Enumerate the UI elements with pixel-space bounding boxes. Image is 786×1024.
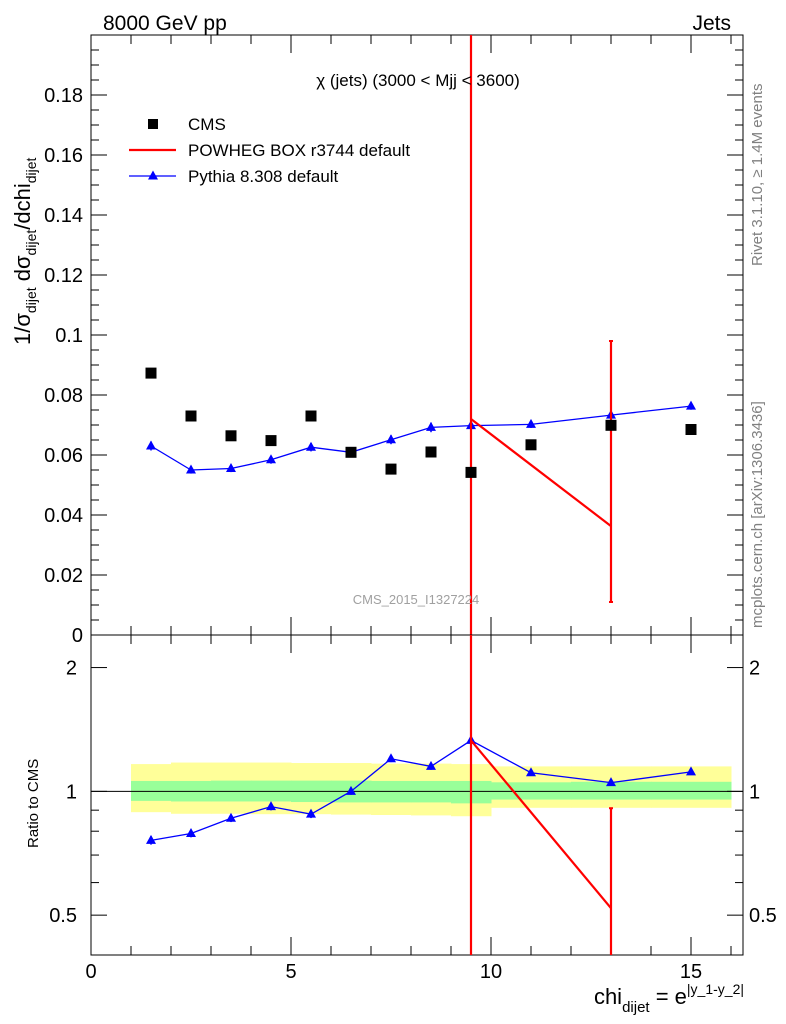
top-panel: 0 0.02 0.04 0.06 0.08 0.1 0.12 0.14 0.16 0.18 CMS P… — [44, 34, 744, 647]
ratio-y-axis-label: Ratio to CMS — [25, 759, 42, 848]
pythia-point — [146, 440, 156, 450]
legend-label: CMS — [188, 115, 226, 134]
ratio-panel: 0 5 10 15 0.5 0.5 1 1 2 2 — [49, 634, 777, 983]
legend-cms-marker — [148, 119, 158, 129]
pythia-point — [426, 421, 436, 431]
ratio-pythia-point — [306, 808, 316, 818]
y-tick-label: 0.04 — [44, 505, 83, 527]
y-tick-label: 0.08 — [44, 385, 83, 407]
y-tick-label: 0 — [72, 625, 83, 647]
cms-point — [305, 410, 317, 422]
cms-point — [465, 466, 477, 478]
plot-title: χ (jets) (3000 < Mjj < 3600) — [316, 71, 520, 90]
header-right: Jets — [692, 12, 731, 35]
ratio-pythia-point — [266, 801, 276, 811]
cms-point — [385, 463, 397, 475]
ratio-y-tick-label: 0.5 — [49, 905, 77, 927]
pythia-line — [150, 405, 692, 471]
ratio-pythia-point — [226, 812, 236, 822]
ratio-pythia-point — [526, 767, 536, 777]
cms-point — [225, 430, 237, 442]
mcplots-label: mcplots.cern.ch [arXiv:1306.3436] — [749, 401, 766, 628]
ratio-frame — [90, 634, 744, 956]
x-tick-label: 15 — [680, 961, 702, 983]
legend-label: POWHEG BOX r3744 default — [188, 141, 410, 160]
ratio-y-tick-label-right: 2 — [749, 658, 760, 680]
uncertainty-band-inner — [651, 781, 732, 800]
pythia-point — [526, 418, 536, 428]
ratio-y-tick-label: 2 — [66, 658, 77, 680]
header-left: 8000 GeV pp — [103, 12, 227, 35]
y-tick-label: 0.1 — [55, 325, 83, 347]
cms-point — [425, 446, 437, 458]
ratio-pythia-point — [346, 785, 356, 795]
ratio-pythia-point — [426, 760, 436, 770]
ratio-y-tick-label: 1 — [66, 781, 77, 803]
ratio-pythia-point — [606, 777, 616, 787]
cms-point — [605, 419, 617, 431]
pythia-point — [306, 441, 316, 451]
cms-point — [525, 439, 537, 451]
ratio-pythia-point — [186, 827, 196, 837]
y-tick-label: 0.02 — [44, 565, 83, 587]
uncertainty-band-inner — [571, 781, 652, 800]
cms-point — [145, 367, 157, 379]
text-layer: 8000 GeV pp Jets Rivet 3.1.10, ≥ 1.4M ev… — [10, 12, 766, 1016]
x-axis-label: chidijet = e|y_1-y_2| — [594, 981, 744, 1016]
x-tick-label: 5 — [285, 961, 296, 983]
cms-point — [185, 410, 197, 422]
x-tick-label: 0 — [85, 961, 96, 983]
ratio-pythia-point — [146, 834, 156, 844]
pythia-point — [226, 463, 236, 472]
y-tick-label: 0.18 — [44, 85, 83, 107]
cms-point — [345, 446, 357, 458]
legend-label: Pythia 8.308 default — [188, 167, 339, 186]
x-tick-label: 10 — [480, 961, 502, 983]
ratio-pythia-line — [150, 739, 692, 842]
legend-pythia-marker — [148, 170, 158, 180]
y-tick-label: 0.16 — [44, 145, 83, 167]
y-tick-label: 0.14 — [44, 205, 83, 227]
pythia-point — [266, 454, 276, 464]
y-tick-label: 0.12 — [44, 265, 83, 287]
y-tick-label: 0.06 — [44, 445, 83, 467]
ratio-powheg-line — [470, 739, 612, 909]
pythia-point — [386, 434, 396, 444]
rivet-label: Rivet 3.1.10, ≥ 1.4M events — [749, 84, 766, 267]
ratio-y-tick-label-right: 0.5 — [749, 905, 777, 927]
cms-point — [265, 435, 277, 447]
pythia-point — [686, 400, 696, 410]
powheg-line — [470, 418, 612, 527]
cms-point — [685, 424, 697, 435]
analysis-watermark: CMS_2015_I1327224 — [353, 592, 480, 607]
ratio-pythia-point — [686, 766, 696, 776]
ratio-pythia-point — [386, 753, 396, 763]
y-axis-label: 1/σdijet dσdijet/dchidijet — [10, 157, 39, 345]
ratio-y-tick-label-right: 1 — [749, 781, 760, 803]
pythia-point — [186, 464, 196, 474]
